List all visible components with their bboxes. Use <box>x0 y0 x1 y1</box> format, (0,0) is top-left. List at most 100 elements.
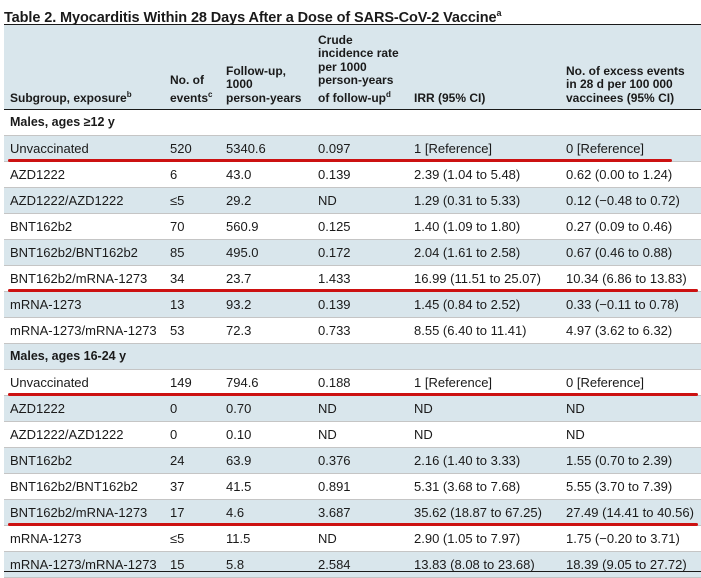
cell-irr: 1.29 (0.31 to 5.33) <box>414 193 521 208</box>
table-row: mRNA-1273/mRNA-1273 15 5.8 2.584 13.83 (8.08… <box>4 552 701 578</box>
cell-irr: 1.45 (0.84 to 2.52) <box>414 297 521 312</box>
cell-followup: 63.9 <box>226 453 252 468</box>
cell-exposure: BNT162b2/mRNA-1273 <box>10 271 148 286</box>
cell-exposure: AZD1222 <box>10 401 65 416</box>
table-row: AZD1222/AZD1222 0 0.10 ND ND ND <box>4 422 701 448</box>
table-row: BNT162b2/BNT162b2 37 41.5 0.891 5.31 (3.68 t… <box>4 474 701 500</box>
section-label: Males, ages ≥12 y <box>10 115 115 129</box>
cell-exposure: mRNA-1273 <box>10 531 82 546</box>
cell-events: 149 <box>170 375 192 390</box>
cell-irr: ND <box>414 401 433 416</box>
cell-excess-events: ND <box>566 427 585 442</box>
cell-exposure: mRNA-1273/mRNA-1273 <box>10 323 157 338</box>
cell-events: 34 <box>170 271 185 286</box>
cell-excess-events: 0.12 (−0.48 to 0.72) <box>566 193 680 208</box>
header-excess-line1: No. of excess events <box>566 63 685 78</box>
cell-crude-rate: 0.172 <box>318 245 351 260</box>
header-subgroup: Subgroup, exposureb <box>10 88 132 106</box>
cell-excess-events: 0.33 (−0.11 to 0.78) <box>566 297 679 312</box>
cell-excess-events: 0 [Reference] <box>566 375 645 390</box>
cell-exposure: BNT162b2 <box>10 453 73 468</box>
cell-followup: 93.2 <box>226 297 252 312</box>
cell-events: 15 <box>170 557 185 572</box>
cell-events: 53 <box>170 323 185 338</box>
table-row: BNT162b2/BNT162b2 85 495.0 0.172 2.04 (1.61 … <box>4 240 701 266</box>
cell-crude-rate: 0.891 <box>318 479 351 494</box>
cell-crude-rate: ND <box>318 531 337 546</box>
header-events-footnote: c <box>208 89 213 99</box>
cell-followup: 4.6 <box>226 505 245 520</box>
cell-followup: 29.2 <box>226 193 252 208</box>
cell-irr: 8.55 (6.40 to 11.41) <box>414 323 527 338</box>
header-followup-line1: Follow-up, <box>226 63 286 78</box>
cell-excess-events: 10.34 (6.86 to 13.83) <box>566 271 687 286</box>
cell-events: 13 <box>170 297 185 312</box>
cell-exposure: AZD1222/AZD1222 <box>10 193 124 208</box>
cell-exposure: mRNA-1273/mRNA-1273 <box>10 557 157 572</box>
table-row: Unvaccinated 520 5340.6 0.097 1 [Reference] 0… <box>4 136 701 162</box>
cell-excess-events: 1.55 (0.70 to 2.39) <box>566 453 673 468</box>
cell-excess-events: 0.27 (0.09 to 0.46) <box>566 219 673 234</box>
cell-events: 17 <box>170 505 185 520</box>
cell-crude-rate: 2.584 <box>318 557 351 572</box>
cell-events: ≤5 <box>170 531 185 546</box>
header-crude-line1: Crude <box>318 32 353 47</box>
cell-irr: 16.99 (11.51 to 25.07) <box>414 271 541 286</box>
cell-followup: 41.5 <box>226 479 252 494</box>
cell-followup: 495.0 <box>226 245 259 260</box>
table-row: BNT162b2 70 560.9 0.125 1.40 (1.09 to 1.80) 0… <box>4 214 701 240</box>
cell-irr: 35.62 (18.87 to 67.25) <box>414 505 542 520</box>
header-irr: IRR (95% CI) <box>414 90 486 106</box>
red-underline-3 <box>8 393 698 396</box>
cell-exposure: BNT162b2 <box>10 219 73 234</box>
red-underline-4 <box>8 523 698 526</box>
cell-events: 6 <box>170 167 178 182</box>
header-crude-footnote: d <box>385 89 391 99</box>
cell-excess-events: 0.62 (0.00 to 1.24) <box>566 167 673 182</box>
cell-crude-rate: ND <box>318 427 337 442</box>
header-crude-line3: per 1000 <box>318 59 367 74</box>
cell-crude-rate: 0.188 <box>318 375 351 390</box>
cell-irr: ND <box>414 427 433 442</box>
cell-followup: 43.0 <box>226 167 252 182</box>
cell-crude-rate: ND <box>318 401 337 416</box>
cell-irr: 1 [Reference] <box>414 375 493 390</box>
table-row: mRNA-1273 ≤5 11.5 ND 2.90 (1.05 to 7.97) 1.75… <box>4 526 701 552</box>
cell-followup: 0.10 <box>226 427 252 442</box>
header-irr-label: IRR (95% CI) <box>414 90 486 105</box>
header-excess-line2: in 28 d per 100 000 <box>566 77 673 91</box>
table-row: AZD1222/AZD1222 ≤5 29.2 ND 1.29 (0.31 to 5.3… <box>4 188 701 214</box>
cell-exposure: BNT162b2/mRNA-1273 <box>10 505 148 520</box>
cell-crude-rate: ND <box>318 193 337 208</box>
table-row: mRNA-1273/mRNA-1273 53 72.3 0.733 8.55 (6.40… <box>4 318 701 344</box>
cell-excess-events: 27.49 (14.41 to 40.56) <box>566 505 694 520</box>
header-crude-line2: incidence rate <box>318 46 399 60</box>
cell-irr: 2.04 (1.61 to 2.58) <box>414 245 521 260</box>
red-underline-2 <box>8 289 698 292</box>
section-label: Males, ages 16-24 y <box>10 349 127 363</box>
cell-events: ≤5 <box>170 193 185 208</box>
cell-exposure: mRNA-1273 <box>10 297 82 312</box>
cell-irr: 13.83 (8.08 to 23.68) <box>414 557 535 572</box>
red-underline-1 <box>8 159 672 162</box>
cell-events: 85 <box>170 245 185 260</box>
cell-followup: 560.9 <box>226 219 259 234</box>
table-row: Unvaccinated 149 794.6 0.188 1 [Reference] 0 … <box>4 370 701 396</box>
cell-irr: 1 [Reference] <box>414 141 493 156</box>
cell-irr: 1.40 (1.09 to 1.80) <box>414 219 521 234</box>
cell-excess-events: 4.97 (3.62 to 6.32) <box>566 323 673 338</box>
header-events-line2: eventsc <box>170 88 212 106</box>
table-row: mRNA-1273 13 93.2 0.139 1.45 (0.84 to 2.52) 0… <box>4 292 701 318</box>
cell-events: 24 <box>170 453 185 468</box>
table-row: BNT162b2 24 63.9 0.376 2.16 (1.40 to 3.33) 1.… <box>4 448 701 474</box>
cell-irr: 5.31 (3.68 to 7.68) <box>414 479 521 494</box>
cell-crude-rate: 0.125 <box>318 219 351 234</box>
header-excess-events: No. of excess events in 28 d per 100 000… <box>566 63 685 106</box>
cell-excess-events: 0.67 (0.46 to 0.88) <box>566 245 673 260</box>
cell-followup: 5340.6 <box>226 141 266 156</box>
cell-exposure: Unvaccinated <box>10 375 89 390</box>
header-events-label: events <box>170 90 209 105</box>
header-excess-line3: vaccinees (95% CI) <box>566 90 675 105</box>
cell-crude-rate: 0.139 <box>318 297 351 312</box>
table-row: BNT162b2/mRNA-1273 34 23.7 1.433 16.99 (11.5… <box>4 266 701 292</box>
